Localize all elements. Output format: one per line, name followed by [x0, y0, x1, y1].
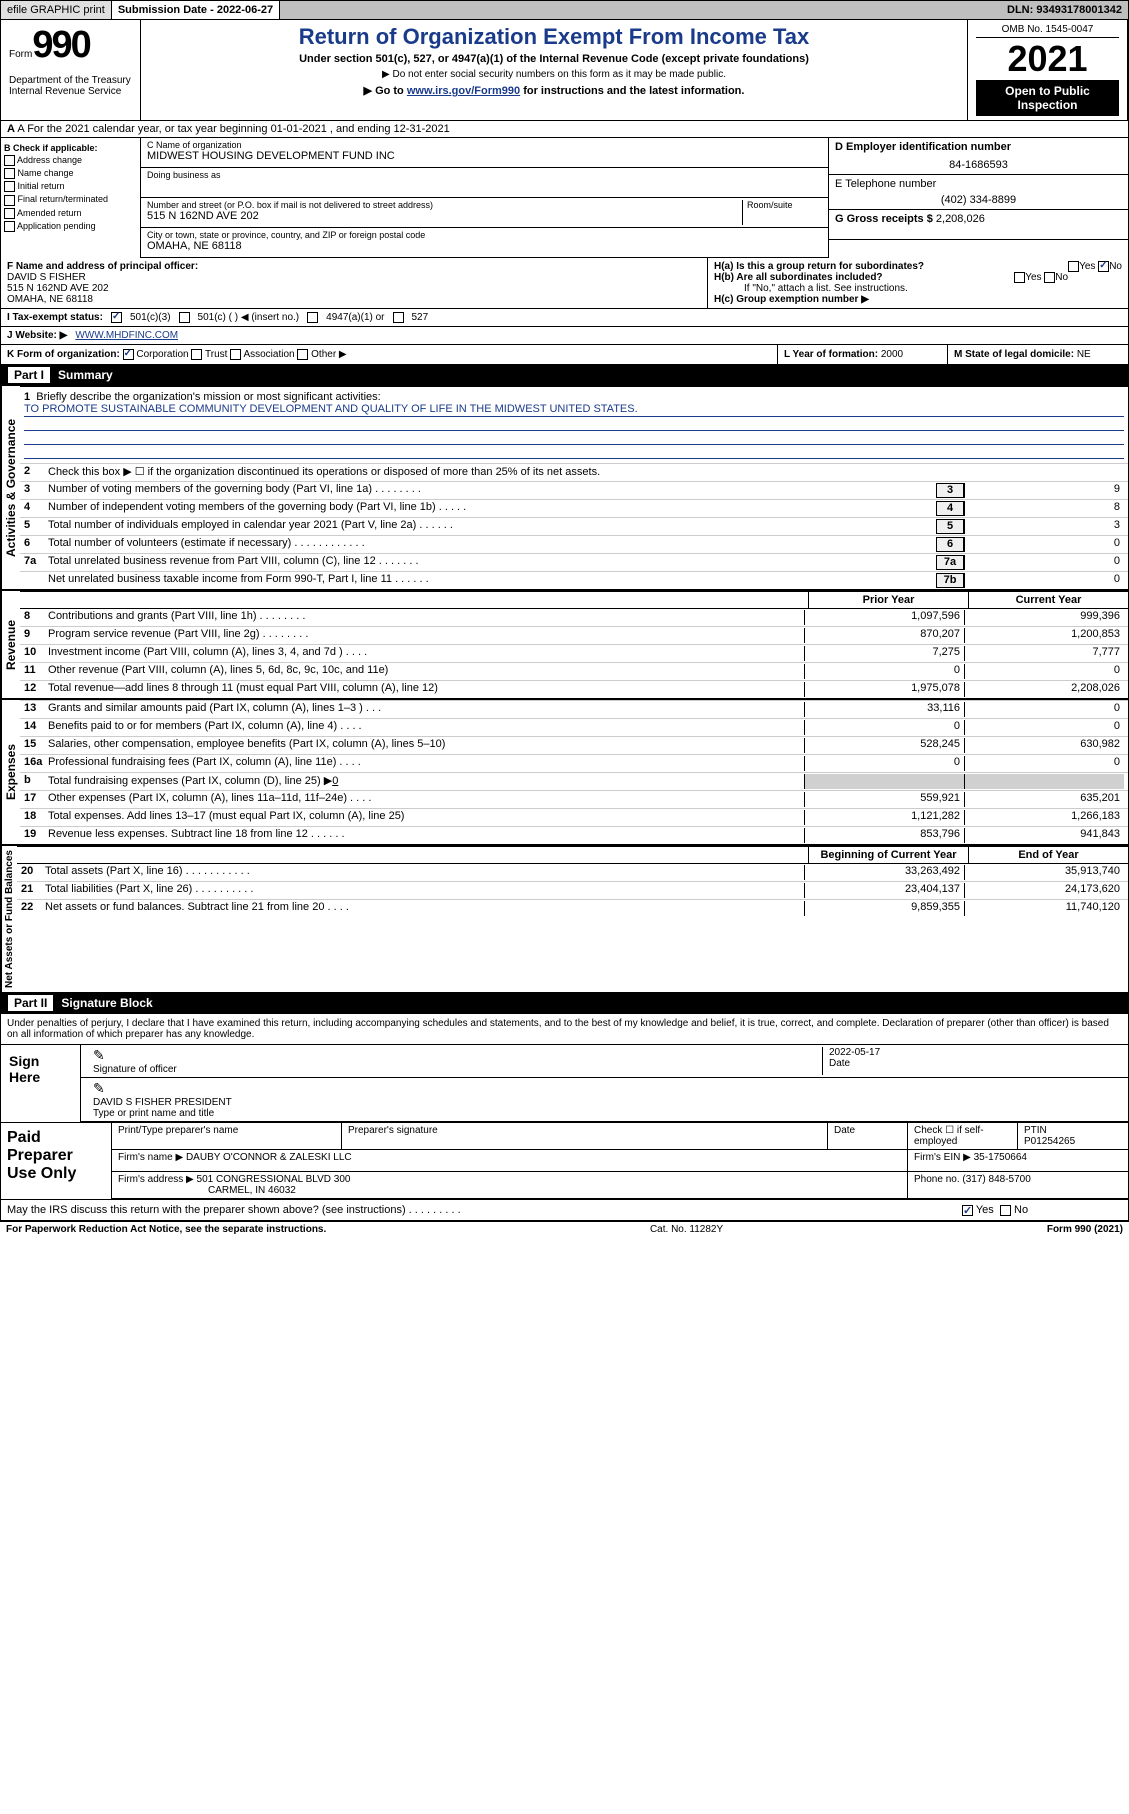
- form-header: Form990 Department of the Treasury Inter…: [0, 20, 1129, 121]
- firm-phone: (317) 848-5700: [962, 1174, 1030, 1185]
- top-bar: efile GRAPHIC print Submission Date - 20…: [0, 0, 1129, 20]
- part-2-head: Part IISignature Block: [0, 993, 1129, 1013]
- val-3: 9: [964, 483, 1124, 498]
- check-boxes-col: B Check if applicable: Address change Na…: [1, 138, 141, 258]
- form-title: Return of Organization Exempt From Incom…: [149, 24, 959, 50]
- val-4: 8: [964, 501, 1124, 516]
- gross-receipts: 2,208,026: [936, 213, 985, 225]
- tax-year-range: A A For the 2021 calendar year, or tax y…: [0, 121, 1129, 138]
- val-7b: 0: [964, 573, 1124, 588]
- officer-name: DAVID S FISHER: [7, 272, 86, 283]
- dln-value: DLN: 93493178001342: [1001, 1, 1128, 19]
- form-subtitle-1: Under section 501(c), 527, or 4947(a)(1)…: [149, 53, 959, 65]
- col-b-head: B Check if applicable:: [4, 143, 137, 153]
- cat-no: Cat. No. 11282Y: [326, 1224, 1047, 1235]
- state-domicile: NE: [1077, 349, 1091, 360]
- ein: 84-1686593: [835, 159, 1122, 171]
- tax-exempt-row: I Tax-exempt status: 501(c)(3) 501(c) ( …: [0, 309, 1129, 327]
- paid-preparer-label: Paid Preparer Use Only: [1, 1123, 111, 1199]
- form-subtitle-2: ▶ Do not enter social security numbers o…: [149, 69, 959, 80]
- org-street: 515 N 162ND AVE 202: [147, 210, 742, 222]
- paperwork-notice: For Paperwork Reduction Act Notice, see …: [6, 1224, 326, 1235]
- sig-date: 2022-05-17: [829, 1047, 1116, 1058]
- ptin: P01254265: [1024, 1136, 1075, 1147]
- footer: For Paperwork Reduction Act Notice, see …: [0, 1221, 1129, 1237]
- vert-expenses: Expenses: [1, 700, 20, 844]
- form-word: Form: [9, 49, 32, 60]
- form-number: 990: [32, 24, 89, 66]
- summary-section: Activities & Governance 1 Briefly descri…: [0, 385, 1129, 993]
- phone: (402) 334-8899: [835, 194, 1122, 206]
- form-link-line: ▶ Go to www.irs.gov/Form990 for instruct…: [149, 84, 959, 97]
- tax-year: 2021: [976, 38, 1119, 80]
- part-1-head: Part ISummary: [0, 365, 1129, 385]
- org-city: OMAHA, NE 68118: [147, 240, 822, 252]
- org-details-col: C Name of organizationMIDWEST HOUSING DE…: [141, 138, 828, 258]
- hdr-beginning: Beginning of Current Year: [808, 847, 968, 863]
- open-to-public: Open to Public Inspection: [976, 80, 1119, 116]
- val-7a: 0: [964, 555, 1124, 570]
- org-form-row: K Form of organization: Corporation Trus…: [0, 345, 1129, 365]
- right-info-col: D Employer identification number84-16865…: [828, 138, 1128, 258]
- firm-name: DAUBY O'CONNOR & ZALESKI LLC: [186, 1152, 352, 1163]
- year-formation: 2000: [881, 349, 903, 360]
- officer-name-title: DAVID S FISHER PRESIDENT: [93, 1097, 1116, 1108]
- officer-and-group-row: F Name and address of principal officer:…: [0, 258, 1129, 309]
- omb-number: OMB No. 1545-0047: [976, 24, 1119, 38]
- hdr-end: End of Year: [968, 847, 1128, 863]
- vert-governance: Activities & Governance: [1, 386, 20, 589]
- hdr-current: Current Year: [968, 592, 1128, 608]
- irs-link[interactable]: www.irs.gov/Form990: [407, 85, 520, 97]
- org-name: MIDWEST HOUSING DEVELOPMENT FUND INC: [147, 150, 822, 162]
- submission-date: Submission Date - 2022-06-27: [112, 1, 280, 19]
- vert-revenue: Revenue: [1, 591, 20, 698]
- sign-here-label: Sign Here: [1, 1045, 81, 1122]
- firm-ein: 35-1750664: [974, 1152, 1027, 1163]
- website-row: J Website: ▶ WWW.MHDFINC.COM: [0, 327, 1129, 345]
- website-link[interactable]: WWW.MHDFINC.COM: [75, 330, 178, 341]
- val-5: 3: [964, 519, 1124, 534]
- mission-text: TO PROMOTE SUSTAINABLE COMMUNITY DEVELOP…: [24, 403, 1124, 417]
- dept-treasury: Department of the Treasury Internal Reve…: [9, 75, 132, 97]
- hdr-prior: Prior Year: [808, 592, 968, 608]
- firm-addr: 501 CONGRESSIONAL BLVD 300: [197, 1174, 351, 1185]
- val-6: 0: [964, 537, 1124, 552]
- form-ref: Form 990 (2021): [1047, 1224, 1123, 1235]
- efile-print-button[interactable]: efile GRAPHIC print: [1, 1, 112, 19]
- org-info-grid: B Check if applicable: Address change Na…: [0, 138, 1129, 258]
- perjury-declaration: Under penalties of perjury, I declare th…: [1, 1014, 1128, 1045]
- vert-net-assets: Net Assets or Fund Balances: [1, 846, 17, 992]
- signature-block: Under penalties of perjury, I declare th…: [0, 1013, 1129, 1221]
